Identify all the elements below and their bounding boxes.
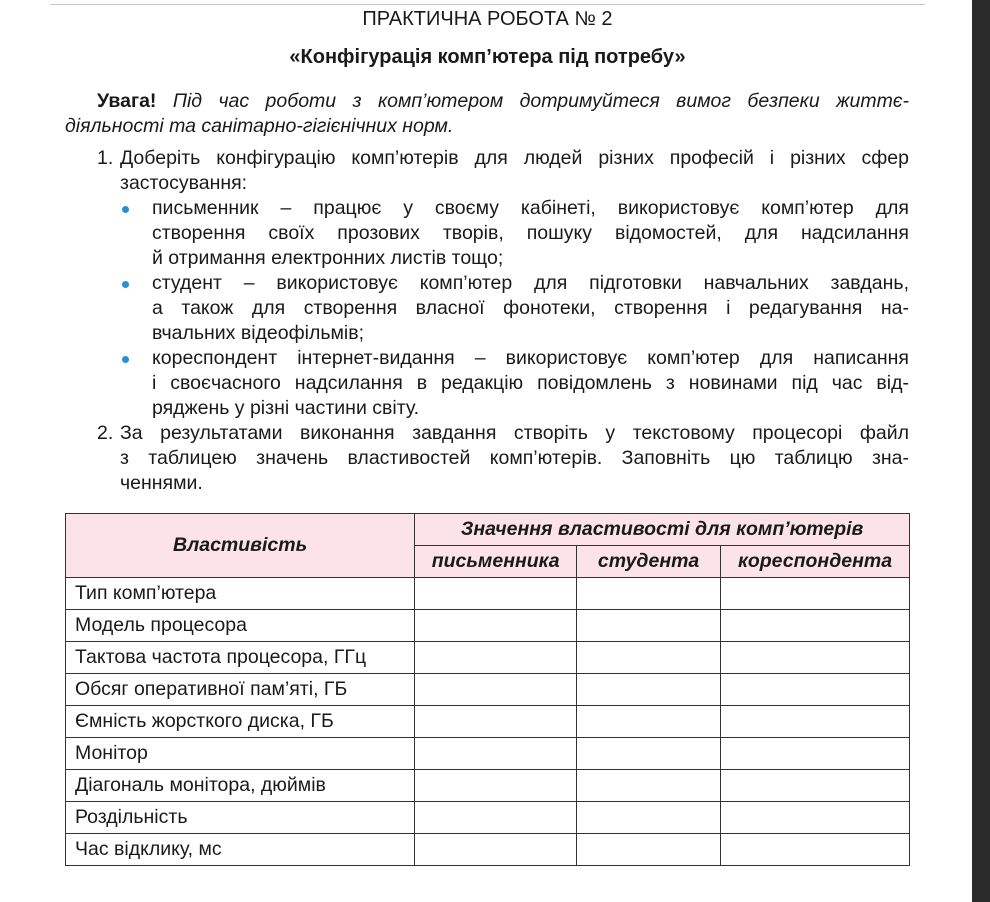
value-cell — [576, 641, 722, 674]
warning-line-2: діяльності та санітарно-гігієнічних норм… — [65, 115, 454, 137]
property-name: Час відклику, мс — [64, 833, 416, 866]
value-cell — [576, 769, 722, 802]
column-header: студента — [576, 545, 722, 578]
table-row: Час відклику, мс — [64, 833, 910, 866]
value-cell — [414, 609, 578, 642]
text-line: створення своїх прозових творів, пошуку … — [152, 222, 909, 244]
value-cell — [720, 641, 910, 674]
property-header: Властивість — [64, 513, 416, 578]
text-line: застосування: — [120, 172, 248, 194]
value-cell — [414, 673, 578, 706]
table-row: Діагональ монітора, дюймів — [64, 769, 910, 802]
value-cell — [576, 737, 722, 770]
property-name: Тип комп’ютера — [64, 577, 416, 610]
value-cell — [576, 673, 722, 706]
text-line: і своєчасного надсилання в редакцію пові… — [152, 372, 909, 394]
value-cell — [720, 577, 910, 610]
table-row: Обсяг оперативної пам’яті, ГБ — [64, 673, 910, 706]
value-cell — [720, 737, 910, 770]
warning-text: Під час роботи з комп’ютером дотримуйтес… — [172, 90, 909, 112]
task-number: 1. — [97, 147, 114, 169]
text-line: вчальних відеофільмів; — [152, 322, 365, 344]
table-row: Монітор — [64, 737, 910, 770]
property-name: Модель процесора — [64, 609, 416, 642]
property-name: Роздільність — [64, 801, 416, 834]
value-cell — [414, 769, 578, 802]
property-name: Ємність жорсткого диска, ГБ — [64, 705, 416, 738]
text-line: а також для створення власної фонотеки, … — [152, 297, 909, 319]
table-row: Модель процесора — [64, 609, 910, 642]
value-cell — [414, 737, 578, 770]
value-cell — [576, 833, 722, 866]
column-header: кореспондента — [720, 545, 910, 578]
table-row: Ємність жорсткого диска, ГБ — [64, 705, 910, 738]
value-cell — [414, 705, 578, 738]
table-row: Тактова частота процесора, ГГц — [64, 641, 910, 674]
text-line: кореспондент інтернет-видання – використ… — [152, 347, 909, 369]
value-cell — [576, 705, 722, 738]
value-cell — [720, 769, 910, 802]
value-cell — [414, 641, 578, 674]
table-row: Роздільність — [64, 801, 910, 834]
property-name: Тактова частота процесора, ГГц — [64, 641, 416, 674]
text-line: ряджень у різні частини світу. — [152, 397, 420, 419]
text-line: студент – використовує комп’ютер для під… — [152, 272, 909, 294]
value-cell — [414, 801, 578, 834]
text-line: й отримання електронних листів тощо; — [152, 247, 504, 269]
column-header: письменника — [414, 545, 578, 578]
viewer-side-bar — [972, 0, 990, 902]
bullet-icon — [122, 356, 129, 363]
value-cell — [576, 577, 722, 610]
property-name: Діагональ монітора, дюймів — [64, 769, 416, 802]
bullet-icon — [122, 206, 129, 213]
value-cell — [720, 833, 910, 866]
text-line: письменник – працює у своєму кабінеті, в… — [152, 197, 909, 219]
bullet-icon — [122, 281, 129, 288]
value-cell — [720, 801, 910, 834]
page-subtitle: «Конфігурація комп’ютера під потребу» — [289, 46, 686, 68]
text-line: Доберіть конфігурацію комп’ютерів для лю… — [120, 147, 909, 169]
properties-table: Властивість Значення властивості для ком… — [64, 513, 910, 866]
value-cell — [414, 577, 578, 610]
property-name: Обсяг оперативної пам’яті, ГБ — [64, 673, 416, 706]
warning-line-1: Увага! Під час роботи з комп’ютером дотр… — [97, 89, 909, 114]
text-line: ченнями. — [120, 472, 203, 494]
value-cell — [720, 673, 910, 706]
group-header: Значення властивості для комп’ютерів — [414, 513, 910, 546]
value-cell — [414, 833, 578, 866]
property-name: Монітор — [64, 737, 416, 770]
text-line: За результатами виконання завдання створ… — [120, 422, 909, 444]
text-line: з таблицею значень властивостей комп’юте… — [120, 447, 909, 469]
page-title: ПРАКТИЧНА РОБОТА № 2 — [362, 8, 613, 30]
task-number: 2. — [97, 422, 114, 444]
warning-label: Увага! — [97, 90, 157, 112]
value-cell — [576, 801, 722, 834]
table-row: Тип комп’ютера — [64, 577, 910, 610]
page-top-rule — [50, 4, 925, 5]
value-cell — [720, 705, 910, 738]
value-cell — [720, 609, 910, 642]
value-cell — [576, 609, 722, 642]
